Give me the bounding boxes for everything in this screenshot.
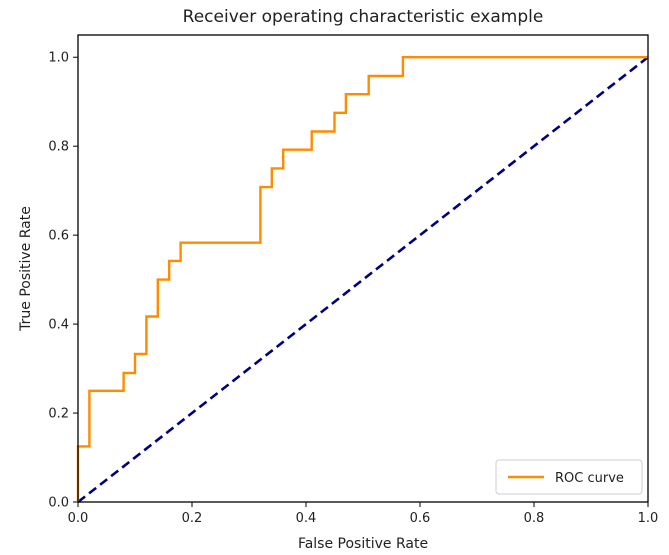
y-tick-label: 0.6 [48, 229, 69, 244]
series-line-roc-curve [76, 56, 648, 502]
x-tick-label: 0.0 [68, 511, 89, 526]
legend: ROC curve [495, 459, 643, 495]
ticks-layer: 0.0 0.2 0.4 0.6 0.8 1.0 0.0 0.2 0.4 0.6 0.8 1.0 [48, 51, 658, 526]
y-axis-label: True Positive Rate [18, 206, 34, 332]
legend-box [495, 459, 643, 495]
x-tick-label: 0.8 [524, 511, 545, 526]
x-tick-label: 0.2 [182, 511, 203, 526]
plot-frame [77, 34, 649, 503]
x-axis-label: False Positive Rate [298, 536, 428, 552]
x-tick-label: 0.4 [296, 511, 317, 526]
x-tick-label: 1.0 [638, 511, 659, 526]
chart-title: Receiver operating characteristic exampl… [183, 7, 544, 27]
y-tick-label: 1.0 [48, 51, 69, 66]
y-tick-label: 0.2 [48, 407, 69, 422]
y-tick-label: 0.0 [48, 496, 69, 511]
legend-label-roc-curve: ROC curve [555, 471, 624, 486]
y-tick-label: 0.4 [48, 318, 69, 333]
x-tick-label: 0.6 [410, 511, 431, 526]
y-tick-label: 0.8 [48, 140, 69, 155]
series-line-diagonal-reference [77, 56, 649, 504]
plot-layer [76, 56, 649, 504]
